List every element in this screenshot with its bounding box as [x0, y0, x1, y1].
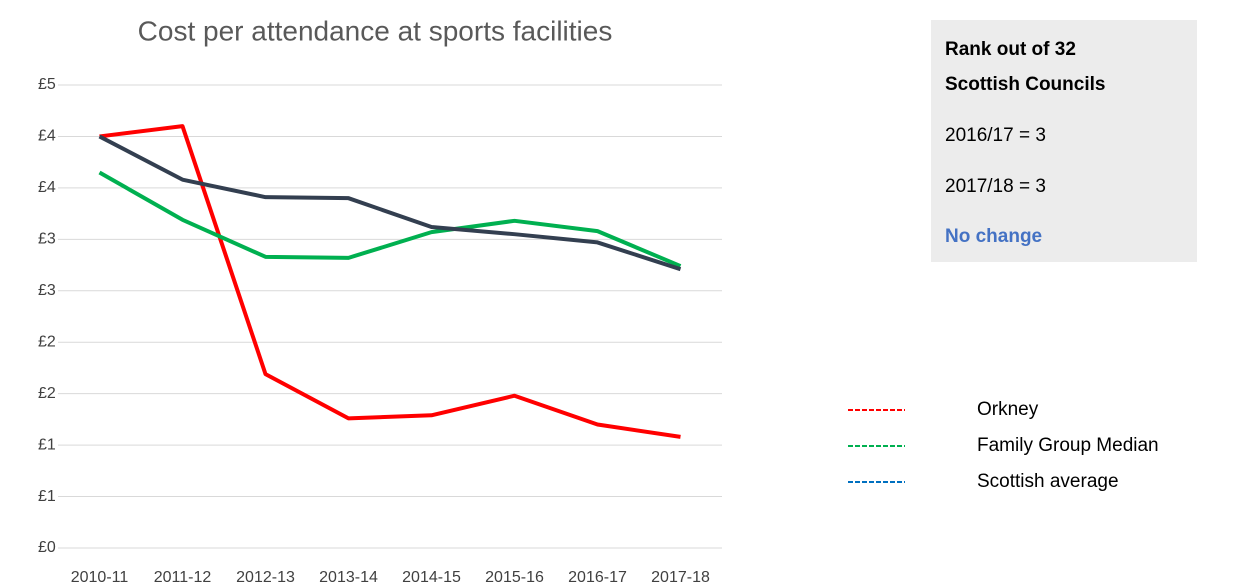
series-line — [98, 170, 682, 268]
rank-line: 2017/18 = 3 — [945, 176, 1046, 197]
legend-label: Orkney — [977, 399, 1039, 420]
x-tick-label: 2011-12 — [154, 569, 212, 586]
y-tick-label: £2 — [38, 333, 56, 350]
x-tick-label: 2012-13 — [236, 569, 295, 586]
rank-line: 2016/17 = 3 — [945, 125, 1046, 146]
y-tick-label: £5 — [38, 76, 56, 93]
y-tick-label: £3 — [38, 231, 56, 248]
series-line — [98, 134, 682, 272]
rank-box — [931, 20, 1197, 262]
rank-heading: Rank out of 32 — [945, 39, 1076, 60]
x-tick-label: 2013-14 — [319, 569, 378, 586]
legend-label: Family Group Median — [977, 435, 1159, 456]
legend-label: Scottish average — [977, 471, 1119, 492]
y-tick-label: £4 — [38, 179, 56, 196]
y-tick-label: £3 — [38, 282, 56, 299]
y-tick-label: £2 — [38, 385, 56, 402]
y-tick-label: £1 — [38, 436, 56, 453]
rank-heading: Scottish Councils — [945, 74, 1105, 95]
x-tick-label: 2016-17 — [568, 569, 627, 586]
rank-status: No change — [945, 226, 1042, 247]
x-tick-label: 2015-16 — [485, 569, 544, 586]
chart-title: Cost per attendance at sports facilities — [138, 15, 613, 46]
y-tick-label: £0 — [38, 539, 56, 556]
y-tick-label: £1 — [38, 488, 56, 505]
x-tick-label: 2017-18 — [651, 569, 710, 586]
series-line — [99, 124, 681, 439]
x-tick-label: 2014-15 — [402, 569, 461, 586]
x-tick-label: 2010-11 — [71, 569, 129, 586]
y-tick-label: £4 — [38, 128, 56, 145]
